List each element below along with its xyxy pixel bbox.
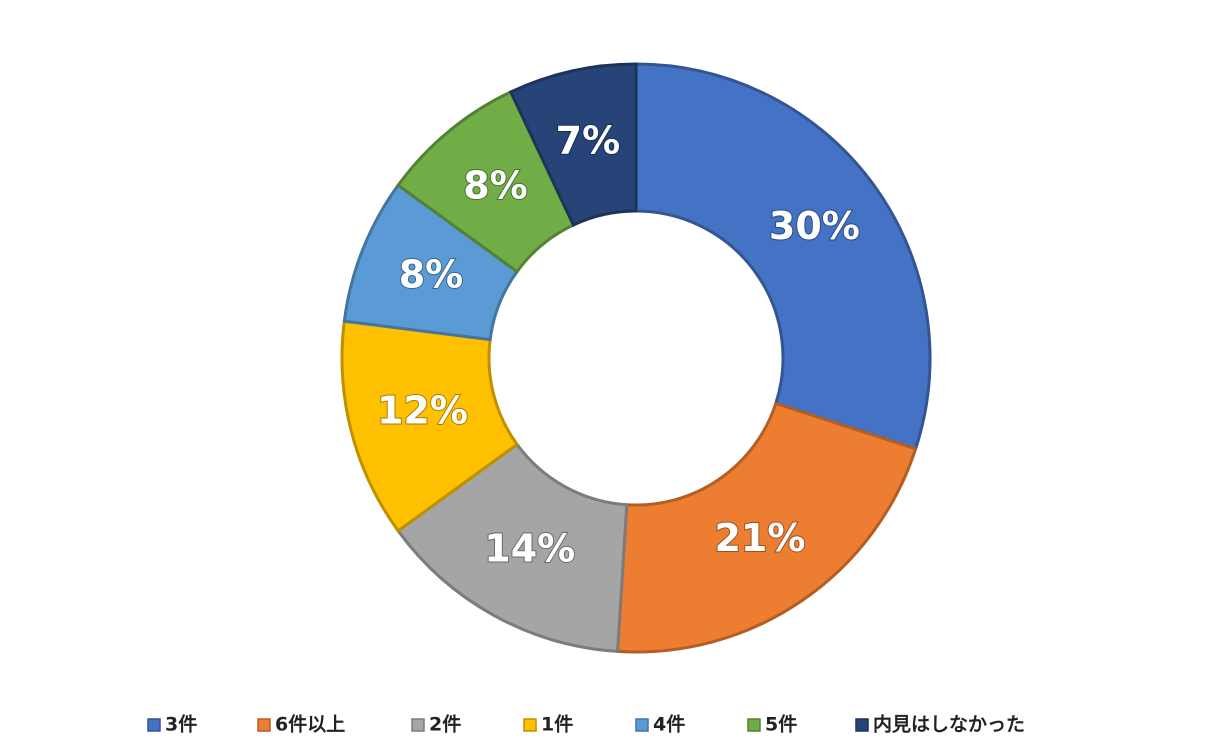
donut-slice (396, 442, 629, 654)
donut-slice (634, 62, 932, 451)
legend-label: 内見はしなかった (873, 713, 1025, 736)
legend-label: 3件 (165, 713, 197, 736)
legend-label: 4件 (653, 713, 685, 736)
donut-slice (340, 319, 520, 533)
legend-swatch (855, 718, 869, 732)
legend-swatch (635, 718, 649, 732)
data-label: 7% (556, 118, 621, 162)
legend-label: 2件 (429, 713, 461, 736)
donut-slice (615, 401, 918, 654)
data-label: 21% (714, 516, 805, 560)
donut-slice (508, 62, 638, 227)
legend-swatch (147, 718, 161, 732)
data-label: 8% (463, 164, 528, 208)
data-label: 8% (399, 252, 464, 296)
legend-swatch (411, 718, 425, 732)
data-label: 14% (484, 527, 575, 571)
legend-swatch (523, 718, 537, 732)
data-label: 12% (377, 388, 468, 432)
legend-label: 6件以上 (275, 713, 345, 736)
legend-swatch (747, 718, 761, 732)
legend-label: 5件 (765, 713, 797, 736)
legend-swatch (257, 718, 271, 732)
legend-label: 1件 (541, 713, 573, 736)
data-label: 30% (769, 204, 860, 248)
